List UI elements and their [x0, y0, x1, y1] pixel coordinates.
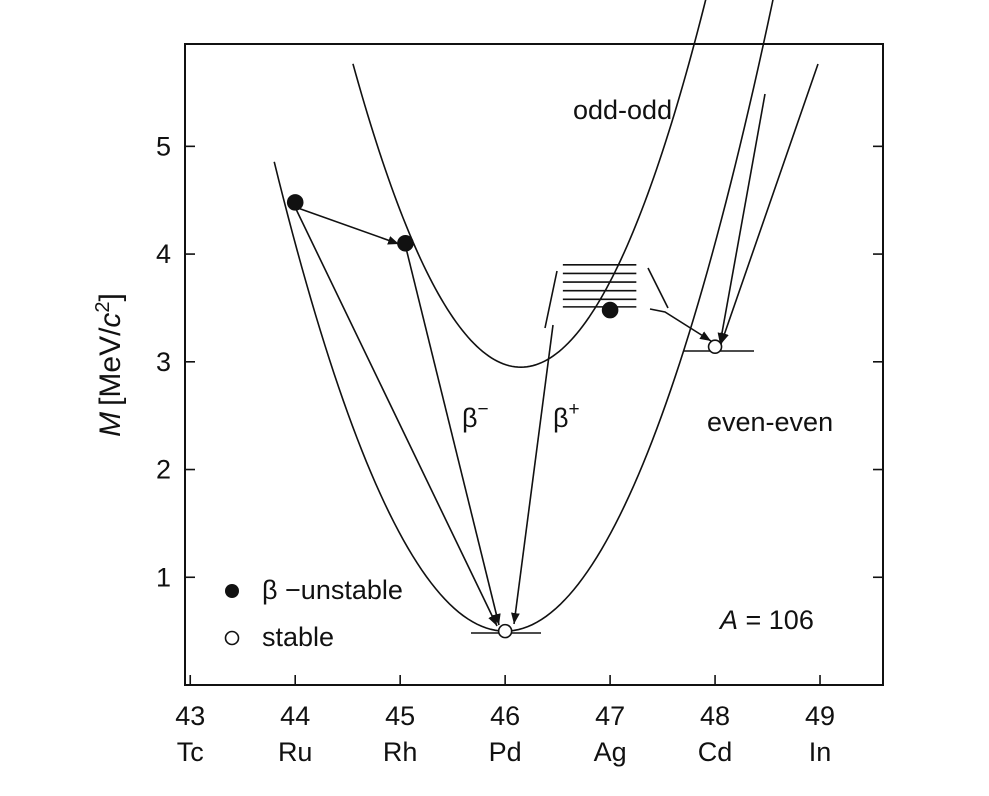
y-axis-unit-c: c	[94, 313, 127, 328]
plot-frame	[184, 43, 884, 686]
beta-minus-symbol: β	[462, 403, 478, 433]
element-label-in: In	[809, 737, 832, 767]
element-label-pd: Pd	[489, 737, 522, 767]
y-axis-unit-suffix: ]	[94, 293, 127, 301]
decay-arrow-ag-to-pd	[511, 324, 554, 625]
x-tick-label-45: 45	[385, 701, 415, 731]
legend-marker-unstable	[225, 584, 239, 598]
legend-label-unstable: β −unstable	[262, 575, 403, 605]
decay-arrow-ru-to-rh	[294, 206, 400, 245]
stable-point-4	[707, 339, 723, 355]
decay-arrow-ru-to-pd	[294, 206, 498, 627]
beta-minus-superscript: −	[478, 399, 489, 420]
decay-arrow-high-to-cd-b	[720, 63, 819, 345]
y-tick-label-4: 4	[156, 239, 171, 269]
unstable-point-2	[601, 301, 619, 319]
annotation-beta-minus: β−	[462, 399, 489, 433]
y-axis-unit-prefix: [MeV/	[94, 327, 127, 406]
annotation-odd-odd: odd-odd	[573, 95, 672, 125]
y-axis: 1 2 3 4 5	[156, 131, 883, 592]
x-tick-label-47: 47	[595, 701, 625, 731]
y-tick-label-1: 1	[156, 562, 171, 592]
annotation-mass-number: A = 106	[718, 605, 814, 635]
stable-point-3	[497, 623, 513, 639]
x-tick-label-44: 44	[280, 701, 310, 731]
annotation-beta-plus: β+	[553, 399, 580, 433]
x-tick-label-49: 49	[805, 701, 835, 731]
legend-marker-stable	[224, 630, 240, 646]
unstable-point-0	[286, 194, 304, 211]
mass-number-variable: A	[718, 605, 738, 635]
x-tick-label-46: 46	[490, 701, 520, 731]
y-axis-title: M [MeV/c2]	[92, 293, 127, 437]
decay-arrow-rh-to-pd	[405, 247, 501, 626]
legend-label-stable: stable	[262, 622, 334, 652]
series-even-even-curve	[273, 0, 774, 632]
y-tick-label-5: 5	[156, 131, 171, 161]
y-axis-variable: M	[94, 412, 127, 437]
beta-plus-level-right-slope	[647, 267, 669, 309]
y-axis-unit-exp: 2	[92, 301, 114, 312]
nuclide-points	[286, 194, 723, 639]
beta-plus-level-left-slope	[544, 270, 558, 329]
element-label-cd: Cd	[698, 737, 733, 767]
element-label-ru: Ru	[278, 737, 313, 767]
beta-plus-superscript: +	[569, 399, 580, 420]
decay-arrow-ag-to-cd	[649, 308, 712, 342]
decay-arrow-high-to-cd-a	[717, 93, 766, 345]
ag-excited-levels	[562, 264, 637, 308]
mass-number-value: = 106	[738, 605, 814, 635]
element-label-tc: Tc	[177, 737, 204, 767]
x-tick-label-48: 48	[700, 701, 730, 731]
x-tick-label-43: 43	[175, 701, 205, 731]
beta-plus-symbol: β	[553, 403, 569, 433]
legend: β −unstable stable	[224, 575, 403, 652]
unstable-point-1	[397, 235, 414, 252]
y-tick-label-2: 2	[156, 455, 171, 485]
element-label-rh: Rh	[383, 737, 418, 767]
y-tick-label-3: 3	[156, 347, 171, 377]
series-odd-odd-curve	[352, 0, 707, 368]
x-axis: 43 Tc 44 Ru 45 Rh 46 Pd 47 Ag 48 Cd 49 In	[175, 675, 835, 767]
annotation-even-even: even-even	[707, 407, 833, 437]
element-label-ag: Ag	[594, 737, 627, 767]
